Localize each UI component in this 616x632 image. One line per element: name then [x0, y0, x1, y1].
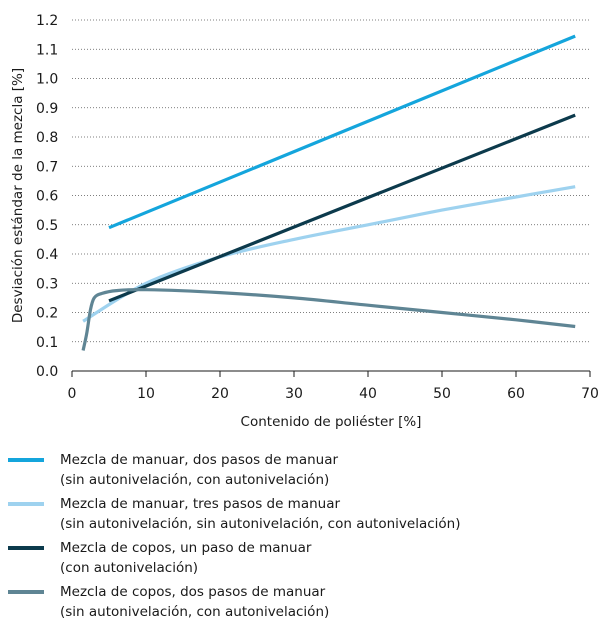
y-tick-label: 0.4: [36, 247, 58, 263]
legend-note-3: (con autonivelación): [60, 560, 198, 576]
legend-label-3: Mezcla de copos, un paso de manuar: [60, 540, 312, 556]
x-tick-label: 10: [137, 386, 155, 402]
series-line-1: [108, 34, 576, 230]
legend: Mezcla de manuar, dos pasos de manuar (si…: [8, 452, 460, 620]
legend-note-1: (sin autonivelación, con autonivelación): [60, 472, 329, 488]
y-tick-label: 0.8: [36, 130, 58, 146]
x-tick-label: 30: [285, 386, 303, 402]
grid: [72, 19, 590, 343]
series-line-2: [82, 185, 576, 323]
y-tick-label: 1.1: [36, 42, 58, 58]
x-tick-label: 0: [68, 386, 77, 402]
x-tick-label: 50: [433, 386, 451, 402]
y-tick-label: 0.6: [36, 189, 58, 205]
y-tick-label: 0.5: [36, 218, 58, 234]
x-axis-title: Contenido de poliéster [%]: [241, 414, 422, 430]
x-tick-label: 60: [507, 386, 525, 402]
axes: 0.0 0.1 0.2 0.3 0.4 0.5 0.6 0.7 0.8 0.9 1.0 1.1 1.2 0…: [36, 13, 599, 402]
series-line-4: [81, 287, 576, 351]
legend-note-4: (sin autonivelación, con autonivelación): [60, 604, 329, 620]
y-tick-label: 0.0: [36, 364, 58, 380]
y-tick-label: 0.2: [36, 306, 58, 322]
y-tick-label: 1.0: [36, 72, 58, 88]
y-tick-label: 0.9: [36, 101, 58, 117]
y-tick-label: 1.2: [36, 13, 58, 29]
series-line-3: [108, 113, 576, 303]
y-tick-label: 0.1: [36, 335, 58, 351]
legend-label-4: Mezcla de copos, dos pasos de manuar: [60, 584, 326, 600]
y-tick-label: 0.3: [36, 276, 58, 292]
y-tick-label: 0.7: [36, 159, 58, 175]
legend-label-2: Mezcla de manuar, tres pasos de manuar: [60, 496, 340, 512]
y-axis-title: Desviación estándar de la mezcla [%]: [10, 68, 26, 323]
legend-note-2: (sin autonivelación, sin autonivelación,…: [60, 516, 460, 532]
x-tick-label: 20: [211, 386, 229, 402]
x-tick-label: 70: [581, 386, 599, 402]
legend-label-1: Mezcla de manuar, dos pasos de manuar: [60, 452, 338, 468]
x-tick-label: 40: [359, 386, 377, 402]
series-group: [81, 34, 576, 351]
